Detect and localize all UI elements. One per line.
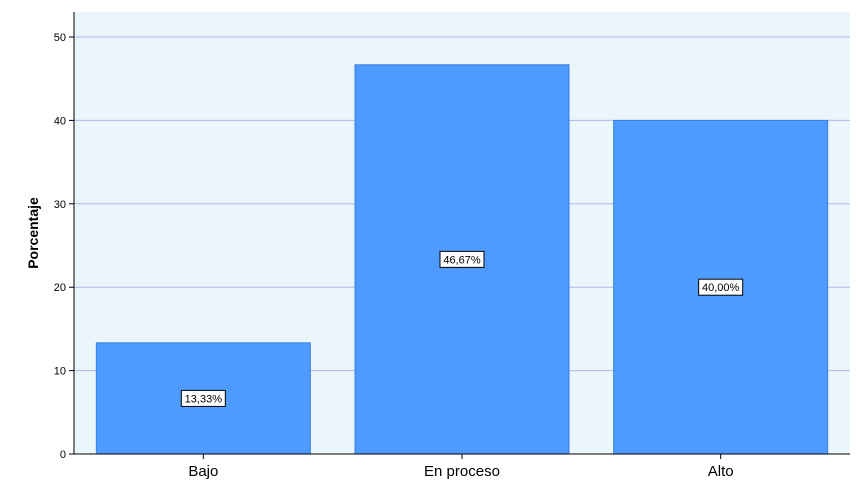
y-tick-label: 0 [60, 449, 66, 461]
y-tick-label: 10 [54, 366, 66, 378]
data-label-box [439, 250, 485, 268]
category-label: Alto [708, 463, 734, 480]
y-axis-title: Porcentaje [25, 197, 41, 269]
category-label: Bajo [188, 463, 218, 480]
data-label: 46,67% [443, 254, 481, 266]
data-label-box [698, 278, 744, 296]
category-label: En proceso [424, 463, 500, 480]
data-label: 40,00% [702, 282, 740, 294]
y-tick-label: 20 [54, 282, 66, 294]
data-label-box [180, 389, 226, 407]
data-label: 13,33% [185, 393, 223, 405]
y-tick-label: 30 [54, 199, 66, 211]
y-tick-label: 40 [54, 115, 66, 127]
y-tick-label: 50 [54, 32, 66, 44]
x-labels: Bajo En proceso Alto [188, 454, 734, 480]
y-ticks: 0 10 20 30 40 50 [54, 32, 74, 461]
bars: 13,33% 46,67% 40,00% [95, 64, 829, 455]
